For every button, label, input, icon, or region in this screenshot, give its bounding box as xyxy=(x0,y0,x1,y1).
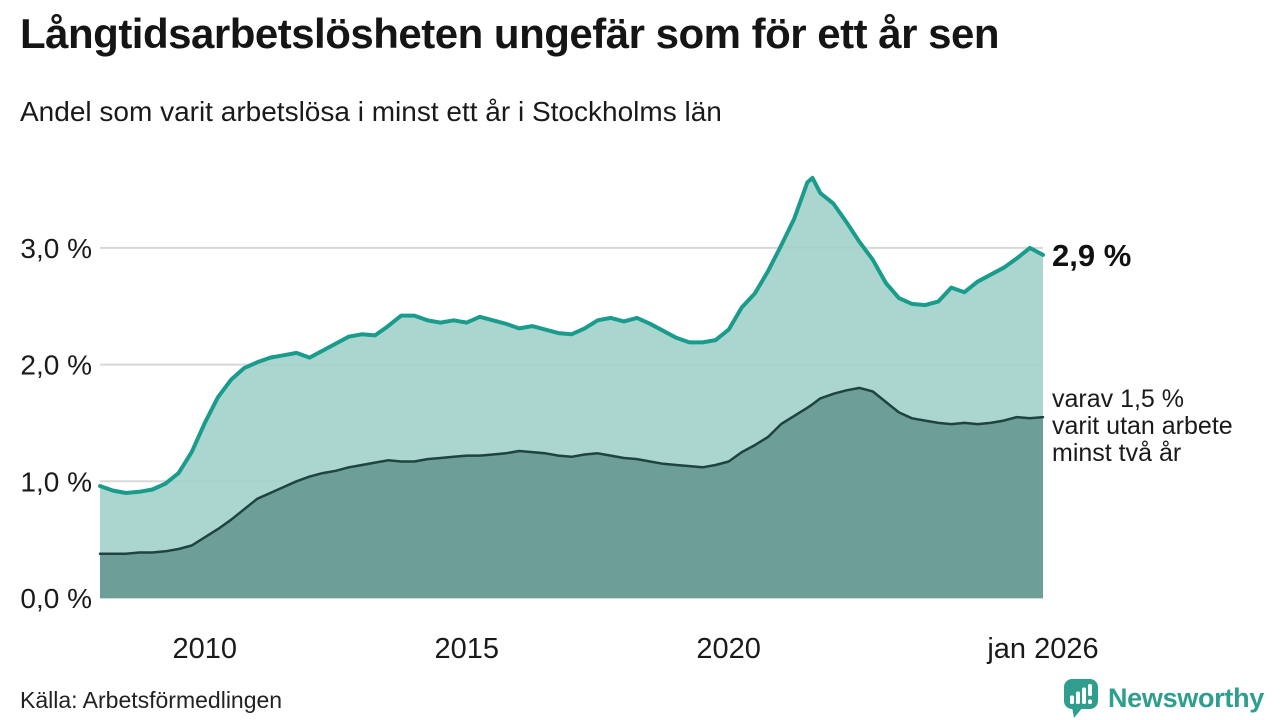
area-min-two-years xyxy=(100,387,1043,598)
line-min-one-year xyxy=(98,175,1045,495)
x-tick-label: 2010 xyxy=(173,633,238,665)
newsworthy-logo-text: Newsworthy xyxy=(1107,682,1264,713)
end-label-two-years-line2: varit utan arbete xyxy=(1052,412,1233,440)
end-label-two-years-line1: varav 1,5 % xyxy=(1052,385,1184,413)
end-label-two-years-line3: minst två år xyxy=(1052,439,1181,467)
x-tick-label: jan 2026 xyxy=(986,633,1098,665)
newsworthy-logo: Newsworthy xyxy=(1062,678,1264,718)
x-tick-label: 2015 xyxy=(434,633,499,665)
newsworthy-pin-barchart-icon xyxy=(1063,679,1098,718)
source-caption: Källa: Arbetsförmedlingen xyxy=(20,687,283,713)
y-tick-label: 3,0 % xyxy=(20,233,92,264)
y-tick-label: 0,0 % xyxy=(20,583,92,614)
page-title: Långtidsarbetslösheten ungefär som för e… xyxy=(20,10,1000,57)
y-tick-label: 1,0 % xyxy=(20,466,92,497)
y-tick-label: 2,0 % xyxy=(20,350,92,381)
x-tick-label: 2020 xyxy=(696,633,761,665)
end-value-label-total: 2,9 % xyxy=(1052,238,1131,273)
page-subtitle: Andel som varit arbetslösa i minst ett å… xyxy=(20,96,722,127)
line-min-two-years xyxy=(98,386,1045,555)
